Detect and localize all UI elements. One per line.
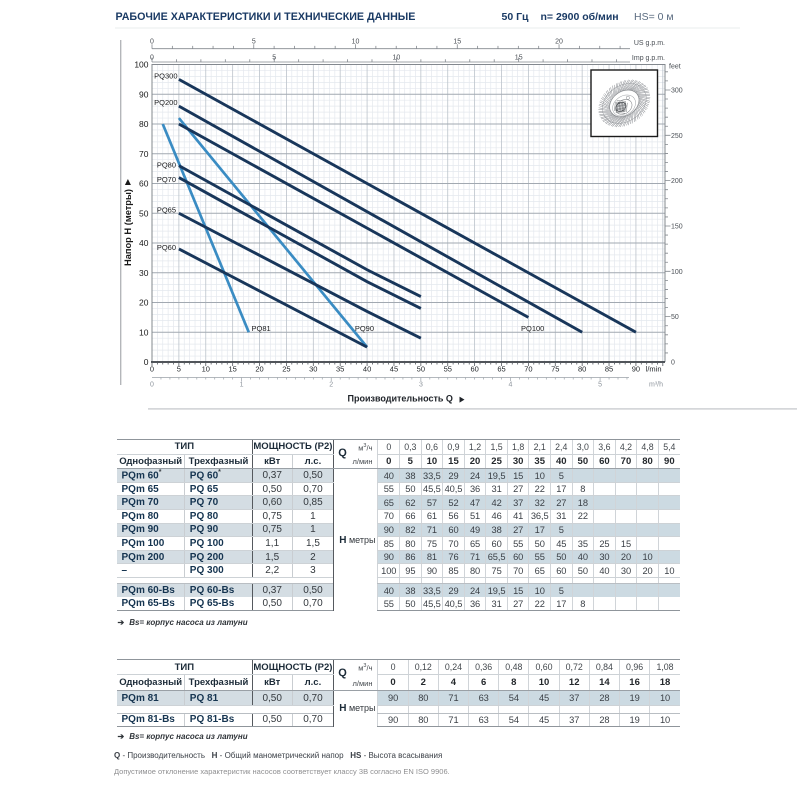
svg-text:10: 10 [139,327,149,337]
svg-text:100: 100 [134,60,148,70]
svg-text:10: 10 [352,39,360,46]
svg-text:PQ90: PQ90 [355,324,374,333]
svg-text:60: 60 [139,179,149,189]
svg-text:US g.p.m.: US g.p.m. [634,40,665,47]
svg-text:Производительность Q: Производительность Q [348,394,453,404]
svg-text:45: 45 [390,365,398,374]
svg-text:10: 10 [393,55,401,62]
svg-text:55: 55 [444,365,452,374]
svg-text:l/min: l/min [646,365,662,374]
svg-text:20: 20 [255,365,263,374]
svg-text:5: 5 [252,39,256,46]
svg-text:80: 80 [139,119,149,129]
svg-text:5: 5 [272,55,276,62]
svg-text:30: 30 [139,268,149,278]
svg-text:150: 150 [671,224,683,231]
svg-text:Напор H (метры): Напор H (метры) [123,189,133,266]
svg-text:300: 300 [671,88,683,95]
svg-text:0: 0 [150,382,154,389]
svg-text:50: 50 [417,365,425,374]
svg-text:40: 40 [363,365,371,374]
svg-text:PQ100: PQ100 [521,324,544,333]
svg-text:20: 20 [555,39,563,46]
svg-text:70: 70 [139,149,149,159]
svg-text:0: 0 [150,39,154,46]
svg-text:PQ200: PQ200 [154,98,177,107]
svg-text:feet: feet [669,64,681,71]
svg-text:200: 200 [671,178,683,185]
svg-text:25: 25 [282,365,290,374]
svg-text:40: 40 [139,238,149,248]
svg-text:5: 5 [177,365,181,374]
svg-text:60: 60 [470,365,478,374]
svg-text:0: 0 [150,55,154,62]
svg-text:4: 4 [509,382,513,389]
svg-text:0: 0 [150,365,154,374]
svg-text:15: 15 [228,365,236,374]
svg-text:20: 20 [139,298,149,308]
svg-text:PQ65: PQ65 [157,206,176,215]
svg-text:85: 85 [605,365,613,374]
svg-text:0: 0 [144,357,149,367]
svg-text:75: 75 [551,365,559,374]
svg-text:90: 90 [632,365,640,374]
svg-text:PQ81: PQ81 [252,324,271,333]
svg-text:3: 3 [419,382,423,389]
svg-text:PQ80: PQ80 [157,160,176,169]
svg-text:35: 35 [336,365,344,374]
svg-text:0: 0 [671,360,675,367]
svg-text:PQ300: PQ300 [154,71,177,80]
svg-text:30: 30 [309,365,317,374]
svg-text:15: 15 [515,55,523,62]
svg-text:70: 70 [524,365,532,374]
svg-text:50: 50 [139,208,149,218]
svg-text:PQ70: PQ70 [157,175,176,184]
svg-text:10: 10 [202,365,210,374]
svg-text:90: 90 [139,89,149,99]
svg-text:5: 5 [598,382,602,389]
svg-text:Imp g.p.m.: Imp g.p.m. [632,55,665,62]
svg-text:250: 250 [671,133,683,140]
svg-text:15: 15 [453,39,461,46]
svg-text:m³/h: m³/h [649,382,663,389]
svg-text:PQ60: PQ60 [157,243,176,252]
svg-text:1: 1 [240,382,244,389]
svg-text:50: 50 [671,314,679,321]
svg-text:65: 65 [497,365,505,374]
svg-text:80: 80 [578,365,586,374]
svg-text:100: 100 [671,269,683,276]
svg-text:2: 2 [329,382,333,389]
